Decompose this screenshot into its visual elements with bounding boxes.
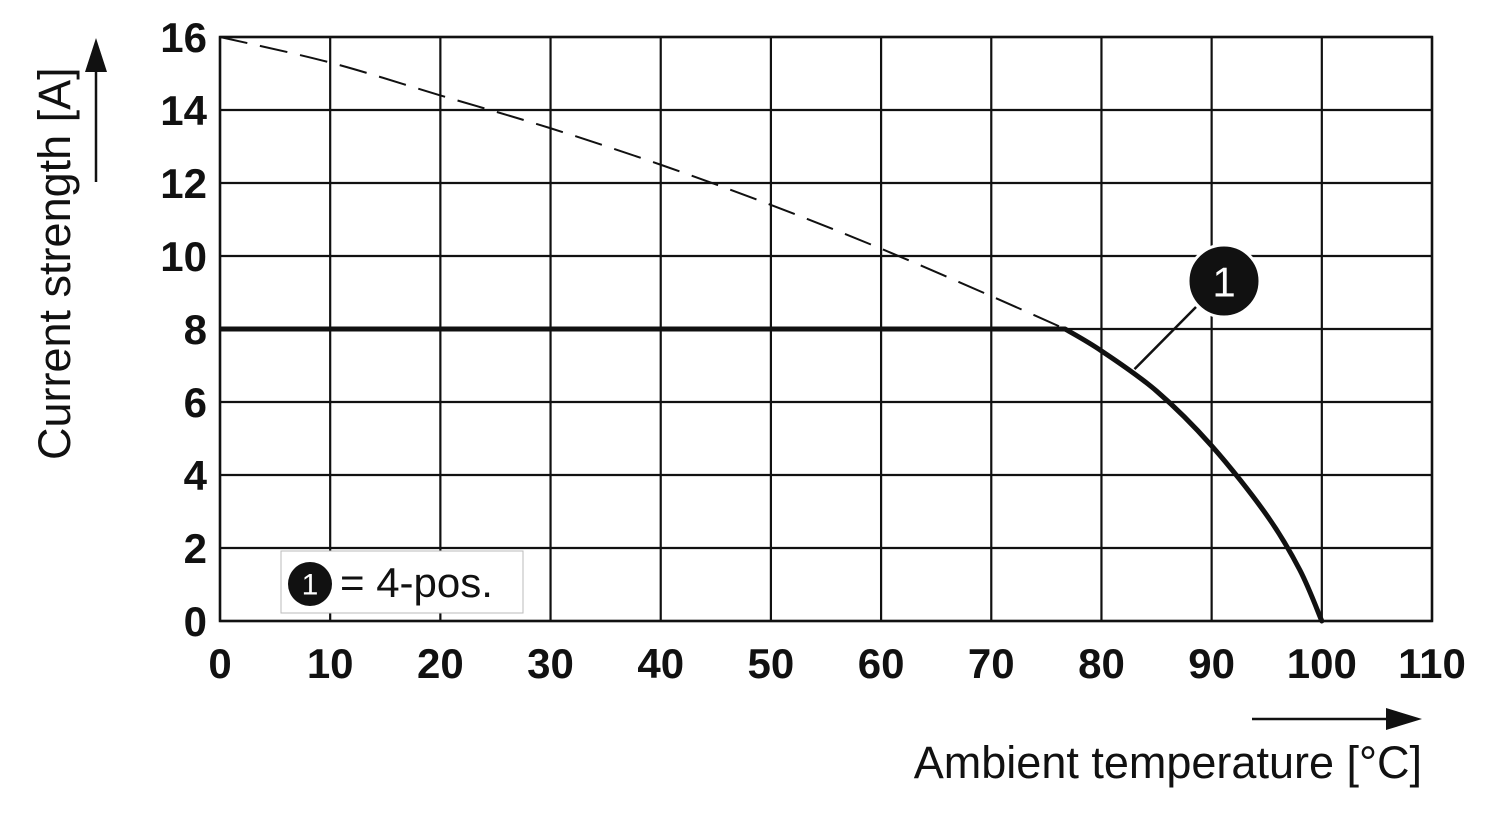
x-axis-arrow-head-icon	[1386, 708, 1422, 730]
legend-text: = 4-pos.	[340, 559, 493, 606]
y-axis-title-group: Current strength [A]	[29, 38, 107, 460]
x-axis-title-group: Ambient temperature [°C]	[914, 708, 1422, 788]
y-tick-label: 4	[184, 452, 208, 499]
callout-marker-label: 1	[1212, 259, 1235, 306]
series-group	[219, 36, 1325, 624]
legend: 1 = 4-pos.	[280, 550, 524, 614]
y-tick-label: 12	[160, 160, 207, 207]
x-tick-label: 50	[748, 640, 795, 687]
x-tick-label: 0	[208, 640, 231, 687]
x-tick-label: 90	[1188, 640, 1235, 687]
y-tick-label: 10	[160, 233, 207, 280]
y-tick-label: 14	[160, 87, 207, 134]
y-tick-label: 6	[184, 379, 207, 426]
callout-leader-line	[1133, 306, 1197, 371]
legend-marker-label: 1	[302, 569, 319, 602]
x-tick-label: 100	[1287, 640, 1357, 687]
x-tick-label: 110	[1398, 640, 1466, 687]
x-tick-label: 10	[307, 640, 354, 687]
x-tick-label: 20	[417, 640, 464, 687]
y-tick-label: 8	[184, 306, 207, 353]
x-tick-label: 80	[1078, 640, 1125, 687]
legend-marker-circle	[288, 562, 332, 606]
series-callout: 1	[1133, 243, 1262, 371]
tick-labels: 0 10 20 30 40 50 60 70 80 90 100 110 0 2 4 6 8 10 12 14 16	[160, 14, 1466, 687]
y-axis-arrow-head-icon	[85, 38, 107, 72]
y-tick-label: 2	[184, 525, 207, 572]
x-tick-label: 60	[858, 640, 905, 687]
series-solid-curve-line	[1062, 326, 1325, 624]
callout-marker-circle	[1186, 243, 1262, 319]
x-axis-title: Ambient temperature [°C]	[914, 737, 1422, 788]
series-dashed-line	[219, 36, 1066, 330]
x-tick-label: 30	[527, 640, 574, 687]
y-tick-label: 0	[184, 598, 207, 645]
y-axis-title: Current strength [A]	[29, 67, 80, 460]
x-tick-label: 40	[637, 640, 684, 687]
y-tick-label: 16	[160, 14, 207, 61]
x-tick-label: 70	[968, 640, 1015, 687]
